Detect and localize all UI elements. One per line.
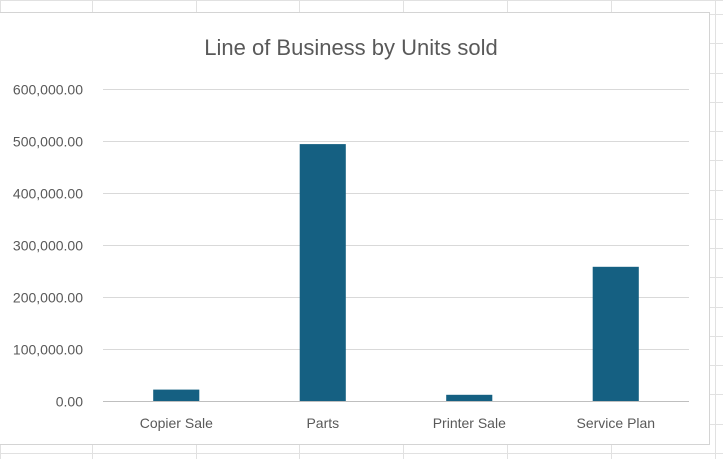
y-tick-label: 100,000.00 <box>13 342 83 358</box>
bar-parts[interactable] <box>299 144 346 401</box>
x-tick-label: Parts <box>306 415 339 431</box>
y-tick-label: 500,000.00 <box>13 134 83 150</box>
x-tick-label: Copier Sale <box>140 415 213 431</box>
bar-copier-sale[interactable] <box>153 389 200 401</box>
y-tick-label: 200,000.00 <box>13 290 83 306</box>
y-tick-label: 300,000.00 <box>13 238 83 254</box>
bar-chart: Line of Business by Units sold 0.00 100,0… <box>13 35 689 431</box>
x-tick-label: Printer Sale <box>433 415 506 431</box>
chart-object[interactable]: Line of Business by Units sold 0.00 100,0… <box>0 12 710 445</box>
y-gridlines <box>103 89 689 402</box>
chart-title[interactable]: Line of Business by Units sold <box>204 35 498 60</box>
bar-printer-sale[interactable] <box>446 394 493 401</box>
x-tick-label: Service Plan <box>577 415 656 431</box>
y-tick-label: 600,000.00 <box>13 82 83 98</box>
bar-service-plan[interactable] <box>592 266 639 401</box>
y-tick-label: 0.00 <box>56 394 83 410</box>
y-tick-label: 400,000.00 <box>13 186 83 202</box>
